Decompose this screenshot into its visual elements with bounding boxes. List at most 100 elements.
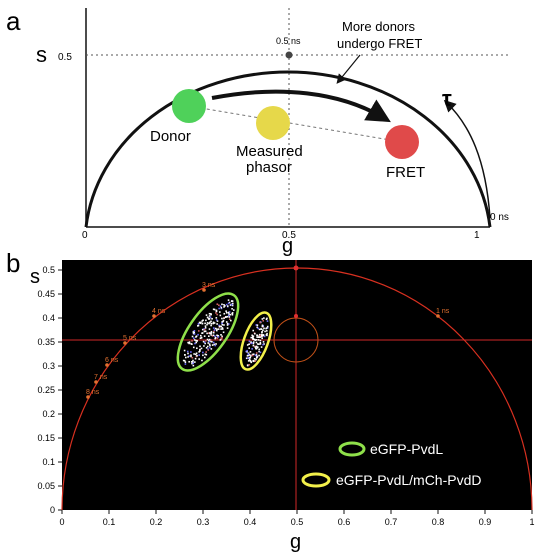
data-point: [204, 327, 207, 329]
semicircle-apex-marker: [293, 265, 299, 271]
panel-b-x-axis-label: g: [290, 531, 301, 553]
data-point: [212, 308, 215, 311]
data-point: [184, 363, 187, 365]
data-point: [249, 359, 252, 362]
data-point: [245, 357, 248, 360]
panel-a-x-tick-0: 0: [82, 230, 88, 241]
data-point: [206, 323, 208, 326]
data-point: [256, 326, 259, 329]
data-point: [209, 321, 211, 324]
data-point: [266, 320, 269, 322]
data-point: [208, 312, 211, 315]
data-point: [254, 360, 257, 362]
data-point: [198, 321, 201, 324]
data-point: [262, 319, 265, 322]
data-point: [221, 322, 223, 324]
universal-semicircle: [84, 70, 492, 228]
data-point: [199, 345, 201, 348]
data-point: [253, 338, 256, 341]
data-point: [210, 313, 212, 316]
tau-symbol: τ: [442, 86, 452, 111]
data-point: [218, 324, 220, 327]
data-point: [216, 313, 218, 316]
data-point: [230, 319, 232, 322]
data-point: [206, 316, 209, 319]
data-point: [223, 306, 225, 308]
y-tick-label: 0.15: [37, 433, 55, 443]
data-point: [188, 360, 190, 363]
data-point: [219, 311, 221, 313]
data-clusters: [182, 299, 269, 367]
data-point: [207, 349, 210, 351]
data-point: [205, 347, 208, 349]
data-point: [246, 351, 248, 353]
data-point: [227, 314, 230, 317]
y-tick-label: 0: [50, 505, 55, 515]
annotation-arrow: [336, 54, 361, 84]
data-point: [194, 353, 197, 356]
data-point: [219, 314, 222, 317]
data-point: [250, 342, 253, 345]
data-point: [201, 320, 204, 322]
data-point: [246, 344, 249, 346]
panel-a-x-tick-1: 1: [474, 230, 480, 241]
data-point: [197, 333, 199, 336]
data-point: [224, 305, 226, 307]
data-point: [218, 325, 221, 328]
data-point: [209, 344, 211, 347]
data-point: [196, 347, 198, 350]
data-point: [208, 340, 211, 343]
data-point: [201, 359, 203, 362]
data-point: [247, 352, 250, 355]
data-point: [193, 339, 196, 341]
data-point: [245, 350, 247, 353]
data-point: [221, 323, 224, 326]
data-point: [191, 340, 193, 342]
data-point: [191, 356, 194, 359]
donor-circle: [172, 89, 206, 123]
data-point: [202, 354, 204, 357]
data-point: [208, 315, 211, 317]
panel-b: b s g 0 0.1 0.2 0.3 0.4 0.5 0.6 0.7 0.8 0.9 1 0 0.05…: [6, 248, 535, 553]
data-point: [231, 313, 234, 316]
lifetime-marker: [105, 363, 109, 367]
data-point: [203, 341, 206, 344]
data-point: [249, 351, 252, 353]
tau-arrow: [443, 99, 491, 219]
data-point: [211, 340, 213, 343]
data-point: [255, 338, 258, 341]
data-point: [184, 354, 186, 356]
data-point: [205, 351, 207, 353]
data-point: [209, 316, 212, 319]
data-point: [210, 332, 213, 334]
data-point: [212, 322, 214, 325]
data-point: [203, 356, 206, 359]
data-point: [204, 325, 207, 327]
x-tick-label: 0.2: [150, 517, 163, 527]
data-point: [212, 321, 215, 324]
data-point: [202, 351, 204, 354]
data-point: [215, 329, 218, 332]
half-ns-marker: [285, 51, 293, 59]
data-point: [220, 306, 223, 309]
legend: eGFP-PvdL eGFP-PvdL/mCh-PvdD: [301, 441, 481, 488]
data-point: [247, 360, 250, 362]
y-tick-label: 0.4: [42, 313, 55, 323]
data-point: [252, 353, 255, 356]
data-point: [252, 359, 255, 362]
data-point: [261, 335, 263, 338]
legend-swatch-egfp-pvdl: [338, 441, 366, 457]
data-point: [220, 328, 222, 330]
data-point: [205, 353, 208, 356]
data-point: [197, 330, 200, 332]
legend-label-egfp-pvdl: eGFP-PvdL: [370, 441, 443, 457]
data-point: [248, 347, 250, 349]
data-point: [225, 321, 228, 323]
data-point: [227, 299, 230, 301]
data-point: [228, 316, 231, 318]
data-point: [199, 334, 202, 337]
data-point: [226, 322, 229, 325]
data-point: [218, 307, 220, 310]
data-point: [191, 343, 193, 345]
data-point: [254, 346, 257, 348]
